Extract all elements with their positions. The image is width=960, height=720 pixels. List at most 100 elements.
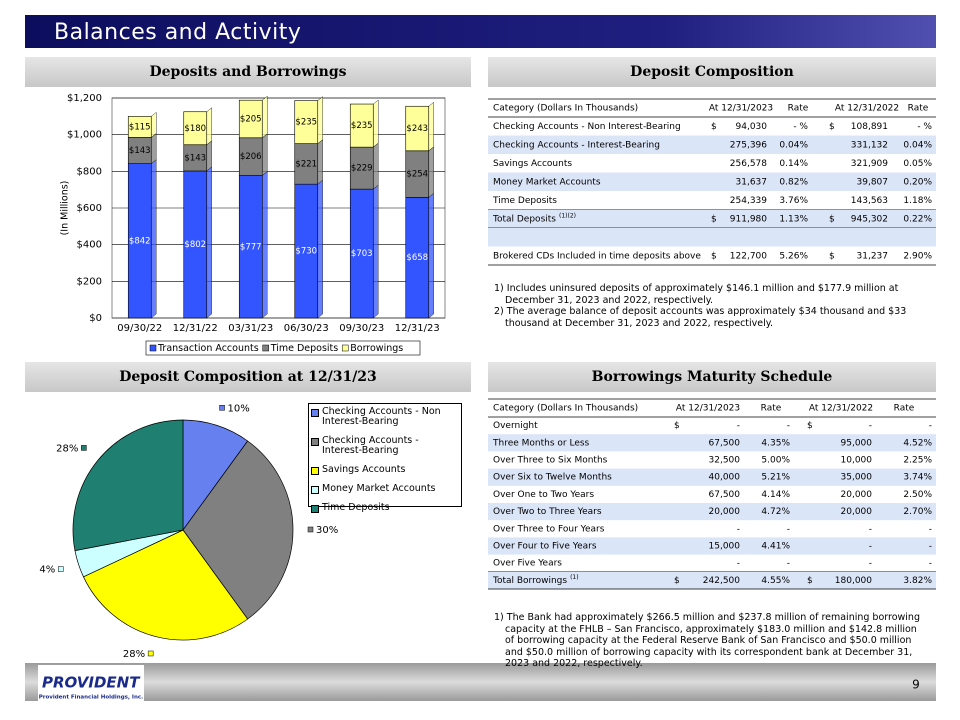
panel-heading xyxy=(488,362,936,392)
row-label: Over Six to Twelve Months xyxy=(493,473,612,483)
cell: 3.74% xyxy=(903,473,932,483)
bar-segment xyxy=(127,116,152,138)
bar-depth xyxy=(262,171,268,319)
bar-depth xyxy=(317,139,323,185)
cell: 67,500 xyxy=(709,438,741,448)
bar-depth xyxy=(428,146,434,198)
legend-item: Time Deposits xyxy=(311,503,459,513)
cell: - xyxy=(869,524,872,534)
cell: $ xyxy=(711,251,717,261)
legend-item: Savings Accounts xyxy=(311,465,459,475)
table-header: Rate xyxy=(761,404,782,414)
legend-label: Checking Accounts - Non Interest-Bearing xyxy=(322,406,441,427)
bar-depth xyxy=(151,132,157,165)
cell: 31,637 xyxy=(736,177,768,187)
data-label: $842 xyxy=(129,236,151,246)
cell: 1.13% xyxy=(779,214,808,224)
panel-title: Deposit Composition at 12/31/23 xyxy=(119,369,377,385)
bar-depth xyxy=(373,184,379,319)
legend-item: Checking Accounts - Non Interest-Bearing xyxy=(311,407,459,427)
data-label: $254 xyxy=(406,170,428,180)
bar-segment xyxy=(349,103,374,148)
y-tick-label: $600 xyxy=(77,203,102,214)
cell: - xyxy=(869,421,872,431)
footnote-ref: (1)(2) xyxy=(559,212,576,219)
cell: $ xyxy=(829,251,835,261)
row-band xyxy=(488,135,936,154)
cell: 3.76% xyxy=(779,196,808,206)
row-label: Over Two to Three Years xyxy=(493,507,602,517)
row-label: Three Months or Less xyxy=(492,438,590,448)
cell: 4.41% xyxy=(761,542,790,552)
data-label: $115 xyxy=(129,122,151,132)
row-label: Over Five Years xyxy=(493,559,562,569)
data-label: $235 xyxy=(351,121,373,131)
legend-swatch xyxy=(262,344,269,352)
label-marker xyxy=(81,445,87,451)
cell: - xyxy=(869,542,872,552)
row-band xyxy=(488,228,936,247)
y-tick-label: $1,000 xyxy=(67,130,102,141)
data-label: $221 xyxy=(295,159,317,169)
cell: 5.26% xyxy=(779,251,808,261)
cell: - xyxy=(929,421,932,431)
cell: - xyxy=(737,559,740,569)
y-tick-label: $800 xyxy=(77,166,102,177)
cell: 321,909 xyxy=(851,159,888,169)
row-band xyxy=(488,172,936,191)
footnote: 2) The average balance of deposit accoun… xyxy=(494,306,907,329)
row-label: Over Three to Six Months xyxy=(493,456,608,466)
cell: 2.70% xyxy=(903,507,932,517)
cell: 0.82% xyxy=(779,177,808,187)
cell: - xyxy=(737,524,740,534)
cell: 2.25% xyxy=(903,456,932,466)
row-label: Savings Accounts xyxy=(493,159,572,169)
x-tick-label: 03/31/23 xyxy=(228,323,273,334)
table-header: At 12/31/2022 xyxy=(809,404,873,414)
table-header: Category (Dollars In Thousands) xyxy=(493,104,638,114)
cell: 4.55% xyxy=(761,576,790,586)
y-tick-label: $1,200 xyxy=(67,93,102,104)
cell: - xyxy=(929,524,932,534)
legend-item: Money Market Accounts xyxy=(311,484,459,494)
data-label: $143 xyxy=(129,146,151,156)
bar-depth xyxy=(151,111,157,138)
panel-title: Deposits and Borrowings xyxy=(150,64,347,80)
cell: 35,000 xyxy=(841,473,873,483)
bar-depth xyxy=(428,101,434,152)
legend-box xyxy=(145,340,421,356)
label-marker xyxy=(58,566,64,572)
cell: 0.20% xyxy=(903,177,932,187)
footnote: 1) The Bank had approximately $266.5 mil… xyxy=(494,612,920,670)
label-marker xyxy=(219,405,225,411)
data-label: $703 xyxy=(351,249,373,259)
table-header: At 12/31/2023 xyxy=(676,404,740,414)
legend-label: Borrowings xyxy=(350,343,403,354)
cell: 10,000 xyxy=(841,456,873,466)
bar-segment xyxy=(238,99,263,139)
row-band xyxy=(488,434,936,452)
legend-swatch xyxy=(311,505,319,513)
bar-depth xyxy=(317,179,323,319)
header-bar xyxy=(25,15,936,48)
x-tick-label: 09/30/22 xyxy=(117,323,162,334)
bar-depth xyxy=(262,95,268,139)
y-tick-label: $400 xyxy=(77,240,102,251)
data-label: $180 xyxy=(184,124,206,134)
cell: 5.21% xyxy=(761,473,790,483)
label-marker xyxy=(147,650,154,657)
legend-label: Transaction Accounts xyxy=(157,343,259,354)
cell: - xyxy=(787,421,790,431)
cell: - xyxy=(787,524,790,534)
cell: 945,302 xyxy=(851,214,888,224)
data-label: $802 xyxy=(184,240,206,250)
footnote: 1) Includes uninsured deposits of approx… xyxy=(494,283,899,306)
bar-depth xyxy=(151,159,157,319)
cell: - % xyxy=(793,122,808,132)
cell: 256,578 xyxy=(730,159,767,169)
bar-segment xyxy=(183,111,208,146)
cell: 143,563 xyxy=(851,196,888,206)
cell: - xyxy=(787,559,790,569)
legend-label: Checking Accounts - Interest-Bearing xyxy=(322,435,419,456)
slice-label: 10% xyxy=(228,403,250,414)
